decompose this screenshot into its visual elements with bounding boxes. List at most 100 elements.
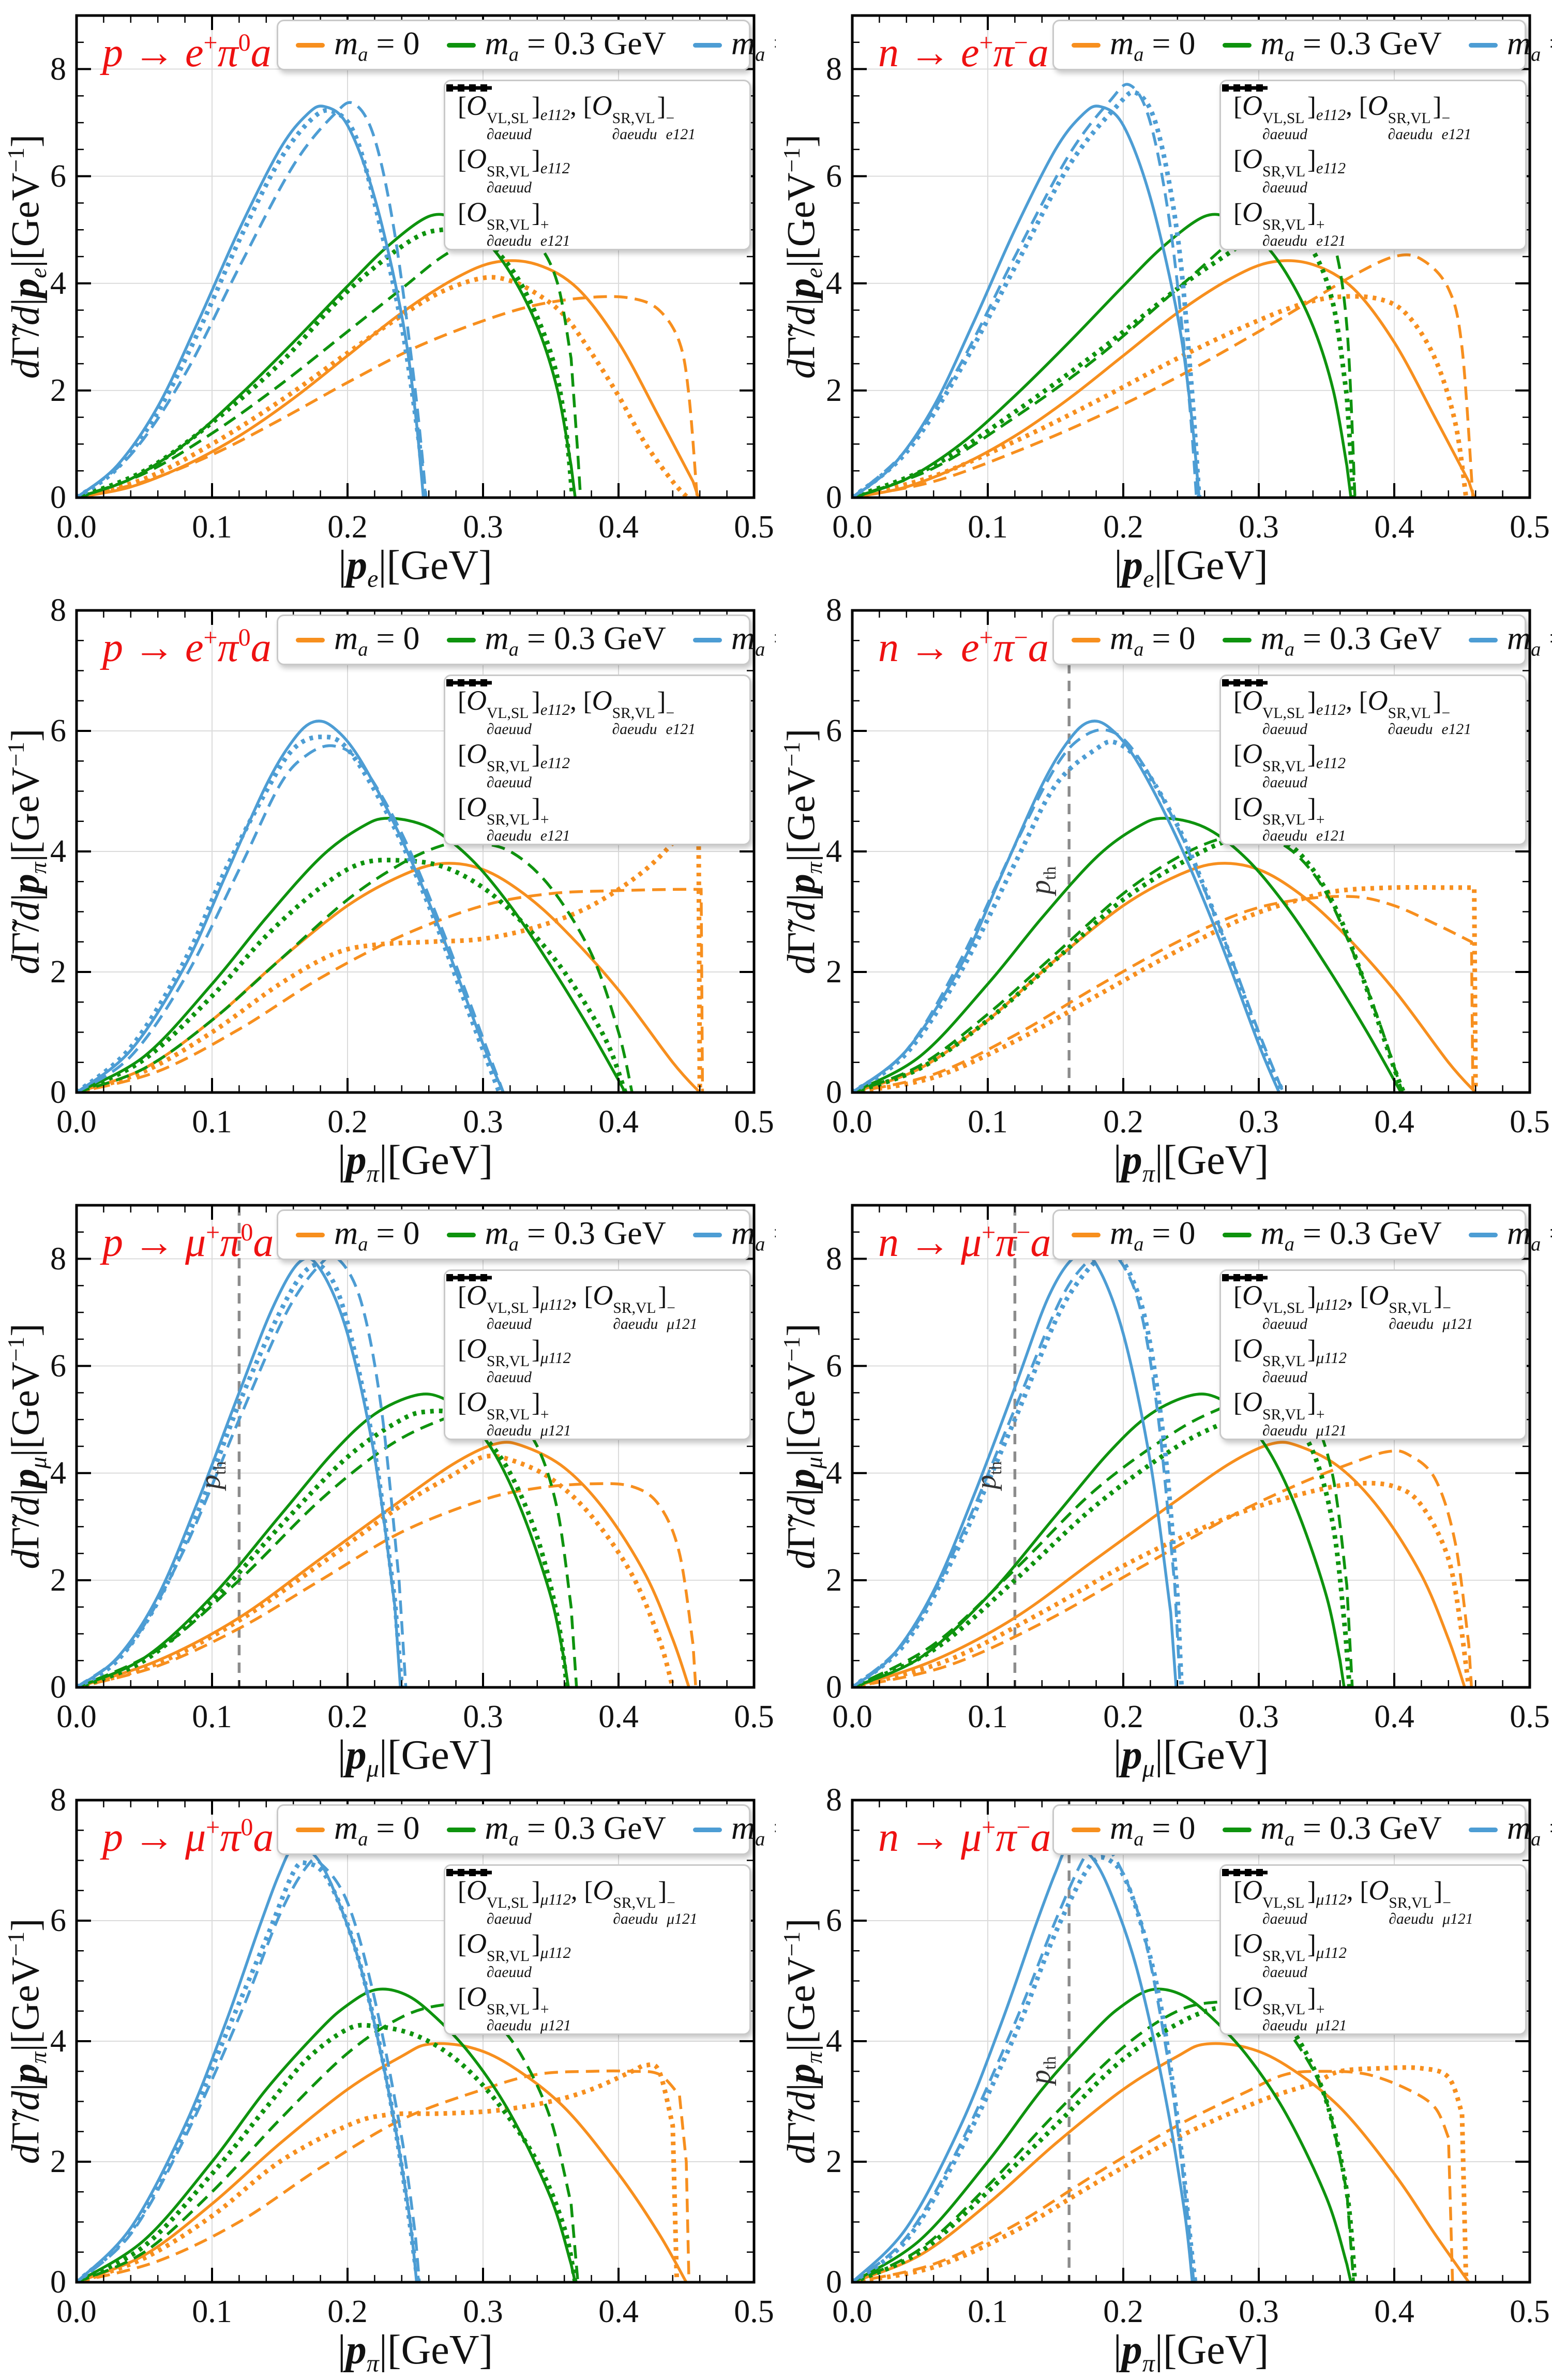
dotted-line-sample [1222,1274,1268,1281]
mass-legend-entry: ma = 0.5 GeV [692,619,776,661]
dotted-line-sample [446,1869,492,1876]
y-axis-title: dΓ̃/d|pπ|[GeV−1] [778,728,827,975]
curve-orange-solid [852,259,1476,498]
y-tick-label: 6 [826,713,842,749]
x-tick-label: 0.1 [968,1699,1008,1734]
mass-legend-entry: ma = 0 [1072,24,1196,66]
blue-line-sample [1468,42,1498,48]
x-tick-label: 0.0 [832,510,872,545]
x-tick-label: 0.4 [598,510,639,545]
y-tick-label: 8 [50,1785,66,1818]
y-tick-label: 4 [826,1455,842,1491]
x-tick-label: 0.2 [1103,1104,1143,1140]
operator-legend: [O VL,SL ∂aeuud]μ112, [O SR,VL ∂aeudu] − μ121[… [444,1269,751,1440]
y-tick-label: 6 [50,713,66,749]
curve-orange-dashed [77,2069,690,2282]
x-tick-label: 0.0 [832,2294,872,2329]
x-tick-label: 0.2 [327,1699,368,1734]
mass-legend-entry: ma = 0 [1072,1809,1196,1850]
curve-green-dotted [77,227,575,498]
curves [77,1845,690,2282]
curve-orange-dashed [852,895,1474,1092]
panel-title: p → μ+π0a [102,1219,274,1265]
operator-legend-entry: [O SR,VL ∂aeudu] + μ121 [1221,1274,1525,1439]
curve-orange-solid [77,259,700,498]
x-tick-label: 0.5 [734,1104,774,1140]
mass-legend-entry: ma = 0.5 GeV [1468,619,1552,661]
x-tick-label: 0.4 [598,2294,639,2329]
mass-legend-entry: ma = 0.3 GeV [1222,1214,1442,1255]
curve-green-dashed [77,2003,580,2282]
y-tick-label: 8 [50,51,66,87]
x-tick-label: 0.3 [463,1104,503,1140]
x-tick-label: 0.2 [1103,2294,1143,2329]
mass-legend: ma = 0 ma = 0.3 GeV ma = 0.5 GeV [1052,20,1552,70]
axis-ticks [851,1799,1531,2283]
y-tick-label: 2 [826,372,842,408]
curve-orange-dotted [852,2065,1469,2282]
mass-legend: ma = 0 ma = 0.3 GeV ma = 0.5 GeV [1052,615,1552,665]
operator-legend-entry: [O VL,SL ∂aeuud]μ112, [O SR,VL ∂aeudu] − μ121 [1221,1276,1525,1333]
y-tick-label: 6 [50,158,66,194]
operator-legend: [O VL,SL ∂aeuud]e112, [O SR,VL ∂aeudu] − e121[… [1219,675,1527,845]
x-tick-label: 0.2 [1103,1699,1143,1734]
curve-green-dotted [852,1405,1352,1687]
x-tick-label: 0.5 [734,2294,774,2329]
x-tick-label: 0.1 [192,2294,232,2329]
x-tick-label: 0.4 [1374,1699,1414,1734]
mass-legend-entry: ma = 0.3 GeV [1222,619,1442,661]
y-tick-label: 0 [50,2265,66,2300]
pth-label: pth [970,1461,1006,1489]
operator-legend-entry: [O VL,SL ∂aeuud]e112, [O SR,VL ∂aeudu] − e121 [445,681,749,738]
x-tick-label: 0.3 [463,510,503,545]
green-line-sample [1222,1827,1252,1832]
orange-line-sample [296,637,325,642]
blue-line-sample [1468,1232,1498,1237]
curve-green-solid [852,213,1352,498]
operator-legend: [O VL,SL ∂aeuud]μ112, [O SR,VL ∂aeudu] − μ121[… [1219,1864,1527,2035]
operator-legend-entry: [O SR,VL ∂aeudu] + μ121 [445,1869,749,2034]
operator-legend-entry: [O VL,SL ∂aeuud]μ112, [O SR,VL ∂aeudu] − μ121 [445,1276,749,1333]
curve-green-solid [77,817,627,1092]
curve-blue-dotted [852,1855,1198,2282]
x-tick-label: 0.3 [1239,1699,1279,1734]
orange-line-sample [296,42,325,48]
mass-legend-entry: ma = 0.5 GeV [692,1214,776,1255]
mass-legend-entry: ma = 0 [296,619,420,661]
mass-legend-entry: ma = 0.3 GeV [446,1214,666,1255]
x-axis-title: |pπ|[GeV] [337,2327,493,2377]
curve-blue-solid [852,1843,1194,2282]
x-tick-label: 0.2 [327,2294,368,2329]
green-line-sample [446,1827,476,1832]
operator-legend: [O VL,SL ∂aeuud]e112, [O SR,VL ∂aeudu] − e121[… [444,80,751,250]
green-line-sample [446,1232,476,1237]
operator-legend: [O VL,SL ∂aeuud]e112, [O SR,VL ∂aeudu] − e121[… [444,675,751,845]
curve-blue-dashed [77,1254,408,1687]
x-tick-label: 0.2 [327,510,368,545]
x-tick-label: 0.2 [1103,510,1143,545]
y-axis-title: dΓ̃/d|pe|[GeV−1] [3,134,51,379]
panel-p-to-e-pi0-a-vs-pe: 0.0 0.1 0.2 0.3 0.4 0.5 0 2 4 6 8 |pe|[GeV] dΓ̃/d|pe… [0,0,776,595]
curve-green-dotted [852,833,1406,1092]
curves [77,101,700,498]
panel-p-to-mu-pi0-a-vs-ppi: 0.0 0.1 0.2 0.3 0.4 0.5 0 2 4 6 8 |pπ|[GeV] dΓ̃/d|pπ… [0,1785,776,2379]
dotted-line-sample [446,1274,492,1281]
x-tick-label: 0.3 [463,1699,503,1734]
x-tick-label: 0.0 [832,1104,872,1140]
y-tick-label: 2 [50,1562,66,1598]
x-tick-label: 0.0 [56,2294,97,2329]
operator-legend-entry: [O VL,SL ∂aeuud]e112, [O SR,VL ∂aeudu] − e121 [445,86,749,143]
mass-legend: ma = 0 ma = 0.3 GeV ma = 0.5 GeV [277,1209,776,1260]
operator-legend-entry: [O SR,VL ∂aeuud]μ112 [1221,1276,1525,1386]
mass-legend-entry: ma = 0 [296,24,420,66]
x-tick-label: 0.4 [1374,1104,1414,1140]
y-tick-label: 2 [50,954,66,990]
operator-legend-entry: [O SR,VL ∂aeudu] + μ121 [445,1274,749,1439]
y-axis-title: dΓ̃/d|pπ|[GeV−1] [3,1918,51,2164]
y-axis-title: dΓ̃/d|pe|[GeV−1] [778,134,827,379]
mass-legend-entry: ma = 0.3 GeV [446,1809,666,1850]
x-tick-label: 0.0 [56,510,97,545]
mass-legend-entry: ma = 0.5 GeV [1468,24,1552,66]
curve-green-solid [77,213,577,498]
y-tick-label: 4 [826,2024,842,2059]
